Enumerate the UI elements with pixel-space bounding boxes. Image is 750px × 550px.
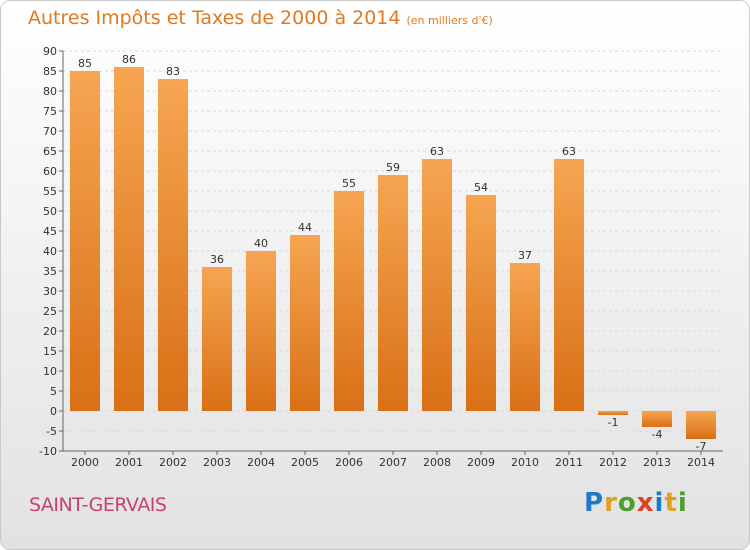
chart-subtitle: (en milliers d'€) (406, 14, 493, 27)
x-tick-label: 2003 (203, 456, 231, 469)
data-label: 86 (122, 53, 136, 66)
chart-title: Autres Impôts et Taxes de 2000 à 2014 (en… (28, 7, 493, 29)
y-tick-label: 10 (43, 365, 57, 378)
data-label: 59 (386, 161, 400, 174)
bar (334, 191, 364, 411)
logo-letter: i (677, 488, 688, 518)
logo-letter: r (604, 488, 618, 518)
y-tick-label: 80 (43, 85, 57, 98)
bar (70, 71, 100, 411)
y-tick-label: 70 (43, 125, 57, 138)
y-tick-label: 65 (43, 145, 57, 158)
bar (598, 411, 628, 415)
y-tick-label: -10 (39, 445, 57, 458)
bar (246, 251, 276, 411)
town-name: SAINT-GERVAIS (29, 494, 167, 516)
y-tick-label: 5 (50, 385, 57, 398)
data-label: 85 (78, 57, 92, 70)
bar (158, 79, 188, 411)
proxiti-logo: Proxiti (584, 488, 688, 518)
y-tick-label: 60 (43, 165, 57, 178)
data-label: 36 (210, 253, 224, 266)
x-tick-label: 2010 (511, 456, 539, 469)
data-label: -1 (608, 416, 619, 429)
y-tick-label: 40 (43, 245, 57, 258)
bar (554, 159, 584, 411)
logo-letter: x (636, 488, 655, 518)
data-label: -4 (652, 428, 663, 441)
logo-letter: P (584, 488, 605, 518)
x-tick-label: 2007 (379, 456, 407, 469)
logo-letter: o (617, 488, 637, 518)
bar (642, 411, 672, 427)
bar (114, 67, 144, 411)
x-tick-label: 2004 (247, 456, 275, 469)
x-tick-label: 2006 (335, 456, 363, 469)
x-tick-label: 2014 (687, 456, 715, 469)
x-tick-label: 2013 (643, 456, 671, 469)
y-tick-label: 0 (50, 405, 57, 418)
data-label: 63 (430, 145, 444, 158)
y-tick-label: 15 (43, 345, 57, 358)
data-label: 63 (562, 145, 576, 158)
y-tick-label: 50 (43, 205, 57, 218)
x-tick-label: 2002 (159, 456, 187, 469)
y-tick-label: 25 (43, 305, 57, 318)
bar (510, 263, 540, 411)
x-tick-label: 2012 (599, 456, 627, 469)
bar (686, 411, 716, 439)
y-tick-label: 45 (43, 225, 57, 238)
logo-letter: t (664, 488, 678, 518)
y-tick-label: 30 (43, 285, 57, 298)
y-tick-label: 75 (43, 105, 57, 118)
bar (290, 235, 320, 411)
data-label: 54 (474, 181, 488, 194)
data-label: 83 (166, 65, 180, 78)
logo-letter: i (654, 488, 665, 518)
y-tick-label: 55 (43, 185, 57, 198)
x-tick-label: 2000 (71, 456, 99, 469)
y-tick-label: 35 (43, 265, 57, 278)
bar (422, 159, 452, 411)
x-tick-label: 2011 (555, 456, 583, 469)
bar (378, 175, 408, 411)
data-label: 55 (342, 177, 356, 190)
data-label: 37 (518, 249, 532, 262)
x-tick-label: 2001 (115, 456, 143, 469)
x-tick-label: 2005 (291, 456, 319, 469)
y-tick-label: 20 (43, 325, 57, 338)
y-tick-label: 85 (43, 65, 57, 78)
x-tick-label: 2008 (423, 456, 451, 469)
data-label: 40 (254, 237, 268, 250)
bar (466, 195, 496, 411)
y-tick-label: 90 (43, 45, 57, 58)
x-tick-label: 2009 (467, 456, 495, 469)
chart-title-main: Autres Impôts et Taxes de 2000 à 2014 (28, 7, 401, 29)
data-label: -7 (696, 440, 707, 453)
data-label: 44 (298, 221, 312, 234)
y-tick-label: -5 (46, 425, 57, 438)
bar (202, 267, 232, 411)
